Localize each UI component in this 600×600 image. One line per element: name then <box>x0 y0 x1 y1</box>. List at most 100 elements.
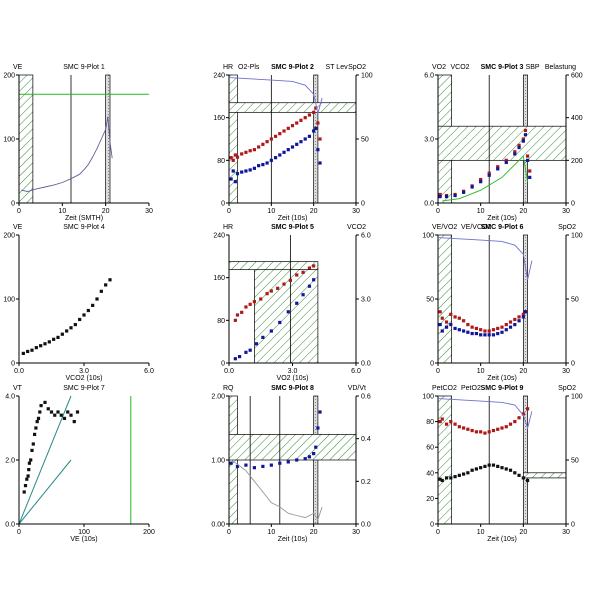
data-point <box>314 445 318 449</box>
data-point <box>259 297 263 301</box>
y-axis-label-2: O2-Pls <box>238 64 260 71</box>
data-point <box>47 340 51 344</box>
y-tick-label: 0 <box>430 522 434 529</box>
data-point <box>528 175 532 179</box>
data-point <box>474 331 478 336</box>
data-point <box>523 133 528 137</box>
chart-panel-4: 0.0 3.0 6.0 0 100 200 SMC 9-Plot 4 VE VCO2 (10s) <box>3 224 154 382</box>
x-tick-label: 10 <box>477 529 485 536</box>
data-point <box>513 323 517 327</box>
data-point <box>286 460 290 464</box>
chart-title: SMC 9-Plot 7 <box>63 385 105 392</box>
y2-axis-label-2: ST Lev <box>326 64 349 71</box>
data-point <box>307 284 312 288</box>
data-point <box>269 158 273 162</box>
data-point <box>30 348 34 352</box>
x-tick-label: 3.0 <box>79 368 89 375</box>
x-tick-label: 20 <box>519 208 527 215</box>
chart-title: SMC 9-Plot 1 <box>63 64 105 71</box>
chart-title: SMC 9-Plot 6 <box>481 224 524 231</box>
data-point <box>316 148 320 152</box>
data-point <box>233 357 237 361</box>
data-point <box>487 329 491 333</box>
data-point <box>261 142 265 146</box>
data-point <box>295 273 299 277</box>
data-point <box>479 430 483 434</box>
data-point <box>82 313 86 317</box>
data-point <box>240 170 244 174</box>
y2-tick-label: 0.0 <box>361 361 371 368</box>
data-point <box>462 190 466 194</box>
y2-tick-label: 200 <box>571 158 583 165</box>
data-point <box>282 150 286 154</box>
data-point <box>316 121 320 125</box>
x-tick-label: 10 <box>58 208 66 215</box>
data-point <box>444 422 449 426</box>
data-point <box>261 464 265 468</box>
data-point <box>474 326 478 331</box>
y2-tick-label: 400 <box>571 115 583 122</box>
data-point <box>38 410 42 414</box>
x-tick-label: 0 <box>227 208 231 215</box>
data-point <box>513 420 517 424</box>
data-point <box>282 282 286 286</box>
x-tick-label: 20 <box>519 529 527 536</box>
data-point <box>257 145 261 149</box>
data-point <box>252 466 256 470</box>
data-point <box>513 471 517 475</box>
data-point <box>86 308 90 313</box>
chart-title: SMC 9-Plot 8 <box>271 385 314 392</box>
data-point <box>25 477 29 481</box>
data-point <box>504 328 508 332</box>
hatch-band <box>228 102 357 113</box>
data-point <box>39 344 43 348</box>
data-point <box>496 331 500 336</box>
data-point <box>523 310 528 314</box>
data-point <box>314 126 318 130</box>
y2-tick-label: 50 <box>361 137 369 144</box>
data-point <box>26 474 30 478</box>
data-point <box>513 150 517 154</box>
x-tick-label: 0.0 <box>14 368 24 375</box>
y2-tick-label: 100 <box>361 73 373 80</box>
data-point <box>316 426 320 430</box>
data-point <box>526 158 530 162</box>
y-axis-label: HR <box>223 64 233 71</box>
y2-tick-label: 50 <box>571 458 579 465</box>
chart-panel-7: 0 100 200 0.0 2.0 4.0 SMC 9-Plot 7 VT VE (10s) <box>5 385 155 543</box>
y-tick-label: 0 <box>11 361 15 368</box>
x-tick-label: 30 <box>145 208 153 215</box>
data-point <box>237 355 242 359</box>
data-point <box>521 412 525 416</box>
data-point <box>312 110 316 114</box>
data-point <box>487 463 491 467</box>
data-point <box>235 464 240 468</box>
grey-band <box>313 74 319 204</box>
data-point <box>257 164 261 168</box>
data-point <box>295 121 299 125</box>
chart-panel-1: 0 10 20 30 0 100 200 SMC 9-Plot 1 VE Zeit (SMTH) <box>3 64 153 222</box>
data-point <box>22 490 26 494</box>
data-point <box>307 266 312 270</box>
x-tick-label: 10 <box>267 208 275 215</box>
data-point <box>526 407 530 411</box>
data-point <box>479 466 483 470</box>
data-point <box>491 428 496 433</box>
series-line-2 <box>230 459 323 521</box>
data-point <box>91 303 95 307</box>
data-point <box>244 169 248 173</box>
data-point <box>462 329 466 333</box>
data-point <box>26 349 30 354</box>
x-axis-label: Zeit (10s) <box>487 215 517 222</box>
data-point <box>286 310 290 314</box>
data-point <box>244 350 248 354</box>
y2-tick-label: 0 <box>361 201 365 208</box>
data-point <box>457 425 461 429</box>
data-point <box>517 315 521 319</box>
series-line-3 <box>228 77 323 114</box>
hatch-band <box>522 472 567 479</box>
data-point <box>491 463 496 467</box>
data-point <box>500 325 504 329</box>
data-point <box>504 467 508 471</box>
